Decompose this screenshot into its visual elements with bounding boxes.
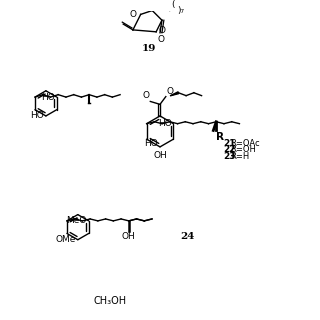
Text: HO: HO bbox=[144, 139, 158, 148]
Text: HO: HO bbox=[158, 119, 172, 128]
Text: 22: 22 bbox=[223, 145, 235, 154]
Text: OH: OH bbox=[153, 151, 167, 160]
Text: O: O bbox=[158, 26, 165, 35]
Text: O: O bbox=[167, 87, 174, 96]
Text: HO: HO bbox=[30, 111, 44, 120]
Text: 24: 24 bbox=[180, 232, 194, 241]
Text: 21: 21 bbox=[223, 139, 235, 148]
Text: )₇: )₇ bbox=[177, 6, 185, 15]
Text: 23: 23 bbox=[223, 152, 235, 161]
Text: (: ( bbox=[172, 0, 175, 9]
Text: O: O bbox=[157, 35, 164, 44]
Text: R=OH: R=OH bbox=[231, 145, 256, 154]
Text: O: O bbox=[130, 10, 137, 19]
Text: OH: OH bbox=[122, 231, 136, 241]
Text: 19: 19 bbox=[141, 44, 156, 53]
Text: HO: HO bbox=[41, 92, 55, 101]
Polygon shape bbox=[171, 92, 179, 96]
Text: OMe: OMe bbox=[55, 235, 76, 244]
Text: R=OAc: R=OAc bbox=[231, 139, 260, 148]
Text: O: O bbox=[142, 92, 149, 100]
Text: CH₃OH: CH₃OH bbox=[93, 296, 126, 306]
Text: MeO: MeO bbox=[66, 216, 87, 225]
Text: R=H: R=H bbox=[231, 152, 250, 161]
Text: R: R bbox=[216, 132, 224, 142]
